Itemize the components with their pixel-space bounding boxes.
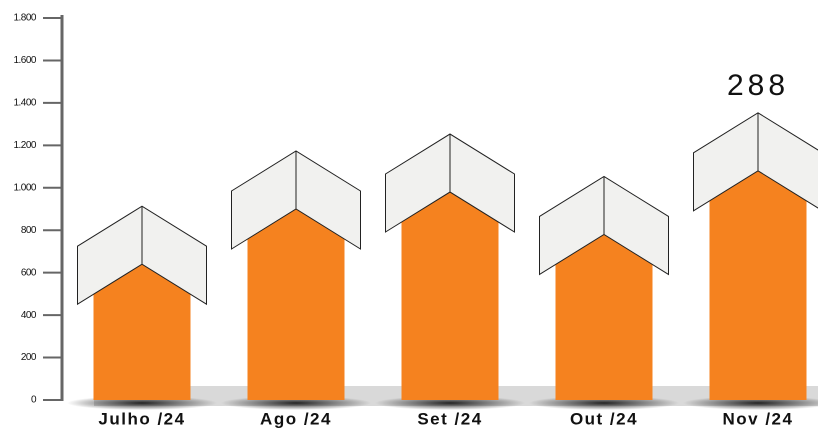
y-tick-label: 0 <box>31 395 37 406</box>
y-tick-label: 1.800 <box>13 13 36 24</box>
y-tick-label: 400 <box>21 310 37 321</box>
x-tick-label: Nov /24 <box>723 409 794 428</box>
bar <box>709 170 807 400</box>
x-tick-label: Julho /24 <box>98 409 185 428</box>
y-tick-label: 1.600 <box>13 55 36 66</box>
y-tick-label: 600 <box>21 267 37 278</box>
annotation: 288 <box>727 69 789 102</box>
y-tick-label: 800 <box>21 225 37 236</box>
y-tick-label: 1.200 <box>13 140 36 151</box>
roof <box>693 112 818 212</box>
roof <box>539 175 669 276</box>
roof <box>385 133 515 233</box>
roof <box>231 150 361 250</box>
bar <box>401 192 499 400</box>
bar <box>93 264 191 400</box>
x-tick-label: Out /24 <box>570 409 638 428</box>
bar <box>247 209 345 400</box>
y-tick-label: 200 <box>21 352 37 363</box>
x-tick-label: Set /24 <box>417 409 482 428</box>
bar <box>555 234 653 400</box>
roof <box>77 205 207 306</box>
y-tick-label: 1.000 <box>13 182 36 193</box>
y-tick-label: 1.400 <box>13 98 36 109</box>
x-tick-label: Ago /24 <box>260 409 332 428</box>
